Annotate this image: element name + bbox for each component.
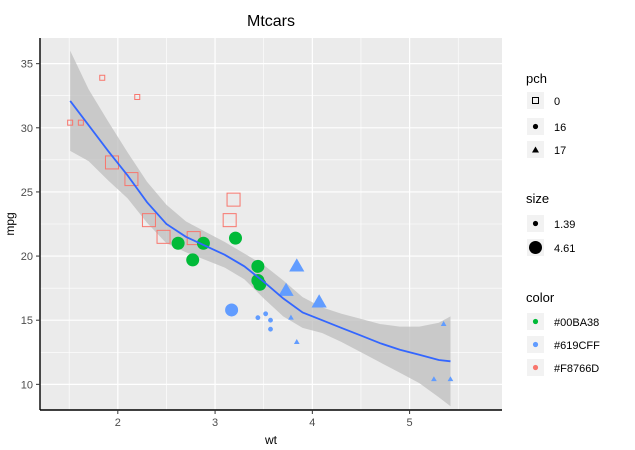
x-tick-label: 3 bbox=[212, 417, 218, 429]
data-point-circle bbox=[225, 303, 239, 317]
legend-key-circle bbox=[532, 123, 539, 130]
y-ticks: 10 15 20 25 30 35 bbox=[21, 59, 40, 391]
data-point-triangle bbox=[440, 321, 447, 327]
legend-color-label: #619CFF bbox=[554, 340, 600, 352]
legend-key-bg bbox=[527, 92, 544, 109]
data-point-triangle bbox=[447, 376, 454, 382]
data-point-circle bbox=[228, 231, 242, 245]
legend-color: color #00BA38 #619CFF #F8766D bbox=[526, 290, 600, 376]
legend-size: size 1.39 4.61 bbox=[526, 191, 575, 256]
legend-key-large-circle bbox=[529, 241, 542, 254]
data-point-square bbox=[134, 94, 141, 101]
legend-pch-label: 17 bbox=[554, 145, 566, 157]
data-point-circle bbox=[263, 311, 269, 317]
data-point-square bbox=[156, 229, 171, 244]
data-point-triangle bbox=[288, 314, 294, 320]
y-tick-label: 35 bbox=[21, 59, 33, 71]
x-tick-label: 2 bbox=[115, 417, 121, 429]
legend-color-title: color bbox=[526, 290, 555, 305]
y-tick-label: 25 bbox=[21, 187, 33, 199]
legend-key-green bbox=[532, 318, 539, 325]
data-point-square bbox=[124, 172, 139, 187]
data-point-triangle bbox=[293, 339, 300, 344]
data-point-square bbox=[77, 119, 84, 126]
data-point-triangle bbox=[431, 376, 437, 382]
data-point-triangle bbox=[311, 294, 327, 308]
data-point-circle bbox=[268, 326, 273, 332]
legend-pch-title: pch bbox=[526, 71, 547, 86]
legend-pch-label: 0 bbox=[554, 96, 560, 108]
data-point-square bbox=[226, 192, 241, 207]
legend-color-label: #00BA38 bbox=[554, 317, 599, 329]
x-axis-label: wt bbox=[264, 433, 278, 447]
data-point-circle bbox=[186, 253, 200, 267]
y-axis-label: mpg bbox=[3, 212, 17, 235]
data-point-triangle bbox=[278, 282, 294, 296]
smooth-line-layer bbox=[69, 100, 451, 363]
grid-major bbox=[40, 38, 502, 410]
legend-key-blue bbox=[532, 341, 539, 348]
data-point-circle bbox=[171, 236, 185, 250]
legend-size-label: 1.39 bbox=[554, 219, 575, 231]
y-tick-label: 15 bbox=[21, 315, 33, 327]
confidence-ribbon bbox=[70, 50, 451, 407]
x-tick-label: 4 bbox=[309, 417, 315, 429]
legend-pch-label: 16 bbox=[554, 122, 566, 134]
legend-key-red bbox=[532, 364, 539, 371]
legend-key-small-circle bbox=[532, 220, 539, 227]
data-point-circle bbox=[268, 317, 273, 323]
data-point-circle bbox=[255, 315, 261, 321]
legend-color-label: #F8766D bbox=[554, 363, 599, 375]
legend-pch: pch 0 16 17 bbox=[526, 71, 566, 158]
y-tick-label: 20 bbox=[21, 251, 33, 263]
points-layer bbox=[67, 74, 454, 382]
confidence-ribbon-layer bbox=[70, 50, 451, 407]
legend-size-label: 4.61 bbox=[554, 243, 575, 255]
legend-size-title: size bbox=[526, 191, 549, 206]
y-tick-label: 30 bbox=[21, 123, 33, 135]
data-point-circle bbox=[251, 259, 265, 273]
legend-key-square bbox=[532, 97, 539, 104]
data-point-square bbox=[99, 74, 106, 81]
chart-title: Mtcars bbox=[247, 13, 295, 30]
data-point-square bbox=[141, 213, 156, 228]
data-point-triangle bbox=[289, 258, 305, 272]
smooth-line bbox=[69, 100, 451, 363]
x-tick-label: 5 bbox=[407, 417, 413, 429]
y-tick-label: 10 bbox=[21, 379, 33, 391]
data-point-square bbox=[222, 213, 237, 228]
legend-key-triangle bbox=[532, 146, 539, 153]
data-point-square bbox=[67, 119, 74, 126]
x-ticks: 2 3 4 5 bbox=[115, 410, 413, 429]
